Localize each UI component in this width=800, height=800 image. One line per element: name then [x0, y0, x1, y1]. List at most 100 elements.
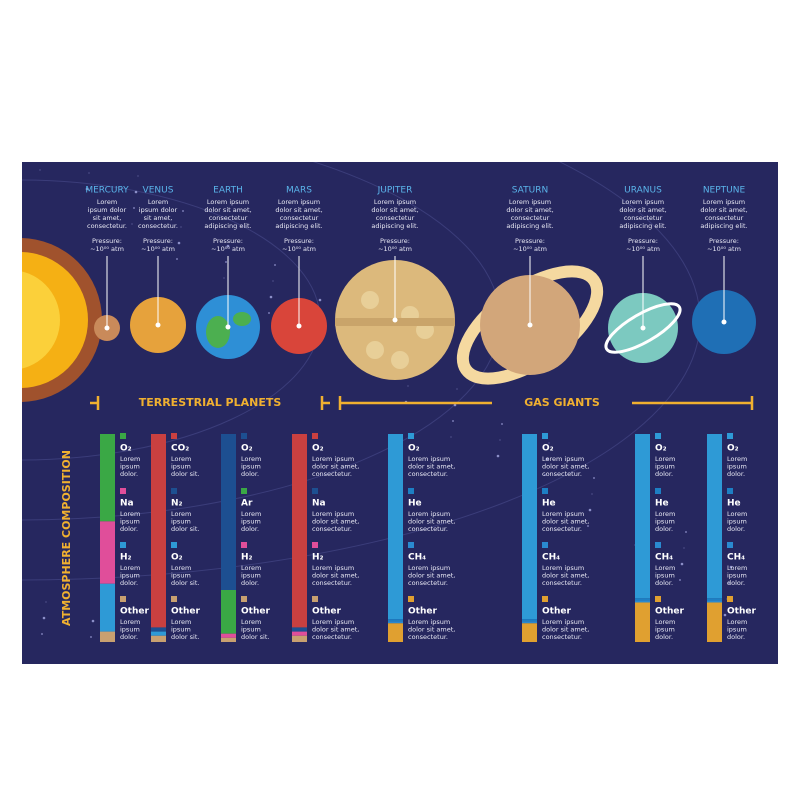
star — [587, 525, 589, 527]
gas-swatch — [727, 542, 733, 548]
gas-swatch — [171, 488, 177, 494]
continent — [206, 316, 230, 348]
planet-description: Lorem ipsum — [509, 198, 551, 206]
gas-swatch — [312, 433, 318, 439]
gas-swatch — [241, 596, 247, 602]
star — [683, 547, 685, 549]
gas-swatch — [408, 488, 414, 494]
gas-swatch — [655, 596, 661, 602]
gas-note: ipsum — [120, 572, 140, 580]
star — [728, 582, 730, 584]
planet-name: MARS — [286, 186, 312, 196]
planet-description: Lorem ipsum — [278, 198, 320, 206]
composition-segment — [388, 623, 403, 642]
gas-swatch — [171, 433, 177, 439]
gas-name: O₂ — [171, 553, 183, 563]
planet-description: dolor sit amet, — [619, 206, 666, 214]
gas-note: dolor sit amet, — [312, 518, 359, 526]
star — [42, 616, 46, 620]
star — [496, 454, 500, 458]
gas-note: dolor sit. — [171, 470, 199, 478]
gas-swatch — [727, 488, 733, 494]
gas-note: ipsum — [120, 518, 140, 526]
gas-name: CH₄ — [727, 553, 745, 563]
composition-segment — [100, 583, 115, 632]
gas-note: dolor. — [241, 525, 259, 533]
gas-note: Lorem ipsum — [542, 510, 584, 518]
composition-segment — [100, 521, 115, 584]
gas-note: consectetur. — [542, 470, 582, 478]
gas-note: dolor sit amet, — [542, 463, 589, 471]
planet-description: consectetur. — [138, 222, 178, 230]
gas-note: consectetur. — [542, 579, 582, 587]
pressure: Pressure: — [284, 237, 314, 245]
star — [548, 442, 550, 444]
gas-note: dolor sit amet, — [542, 518, 589, 526]
planet-description: sit amet, — [144, 214, 173, 222]
composition-segment — [707, 602, 722, 642]
gas-note: ipsum — [241, 572, 261, 580]
gas-note: Lorem — [120, 564, 140, 572]
spot — [366, 341, 384, 359]
gas-note: ipsum — [120, 463, 140, 471]
pressure: ~10⁰⁰ atm — [141, 245, 175, 253]
planet-description: ipsum dolor — [88, 206, 127, 214]
composition-segment — [292, 434, 307, 628]
planet-description: consectetur — [209, 214, 248, 222]
gas-swatch — [120, 488, 126, 494]
planet-description: dolor sit amet, — [371, 206, 418, 214]
gas-note: Lorem — [727, 564, 747, 572]
pointer-dot — [104, 325, 110, 331]
gas-note: dolor sit amet, — [408, 463, 455, 471]
planet-description: adipiscing elit. — [700, 222, 747, 230]
gas-note: Lorem — [241, 510, 261, 518]
planet-description: Lorem ipsum — [703, 198, 745, 206]
composition-segment — [292, 627, 307, 632]
gas-note: Lorem — [655, 564, 675, 572]
gas-note: dolor. — [727, 470, 745, 478]
composition-segment — [388, 434, 403, 620]
gas-note: dolor. — [655, 579, 673, 587]
gas-note: ipsum — [727, 626, 747, 634]
gas-name: O₂ — [408, 444, 420, 454]
star — [39, 169, 41, 171]
star — [453, 403, 457, 407]
star — [545, 457, 549, 461]
gas-name: O₂ — [655, 444, 667, 454]
gas-swatch — [120, 542, 126, 548]
planet-description: Lorem — [97, 198, 117, 206]
gas-note: Lorem ipsum — [408, 455, 450, 463]
composition-segment — [151, 434, 166, 628]
star — [407, 385, 409, 387]
gas-note: consectetur. — [542, 633, 582, 641]
pressure: Pressure: — [143, 237, 173, 245]
gas-note: dolor. — [655, 470, 673, 478]
pressure: Pressure: — [213, 237, 243, 245]
gas-note: ipsum — [655, 463, 675, 471]
star — [269, 295, 273, 299]
star — [134, 190, 138, 194]
star — [318, 298, 322, 302]
planet-description: dolor sit amet, — [700, 206, 747, 214]
gas-name: Other — [655, 607, 684, 617]
section-title: ATMOSPHERE COMPOSITION — [60, 450, 73, 626]
pressure: ~10⁰⁰ atm — [626, 245, 660, 253]
composition-segment — [221, 434, 236, 590]
star — [133, 207, 135, 209]
gas-note: ipsum — [655, 518, 675, 526]
composition-segment — [388, 621, 403, 624]
gas-note: Lorem ipsum — [408, 564, 450, 572]
gas-note: Lorem — [171, 455, 191, 463]
composition-segment — [221, 637, 236, 642]
planet-description: consectetur — [280, 214, 319, 222]
gas-swatch — [241, 488, 247, 494]
composition-segment — [635, 434, 650, 599]
planet-description: Lorem ipsum — [622, 198, 664, 206]
gas-swatch — [312, 542, 318, 548]
gas-note: consectetur. — [312, 470, 352, 478]
planet-description: sit amet, — [93, 214, 122, 222]
gas-note: consectetur. — [312, 579, 352, 587]
star — [729, 565, 733, 569]
gas-note: dolor. — [655, 525, 673, 533]
planet-description: consectetur — [511, 214, 550, 222]
